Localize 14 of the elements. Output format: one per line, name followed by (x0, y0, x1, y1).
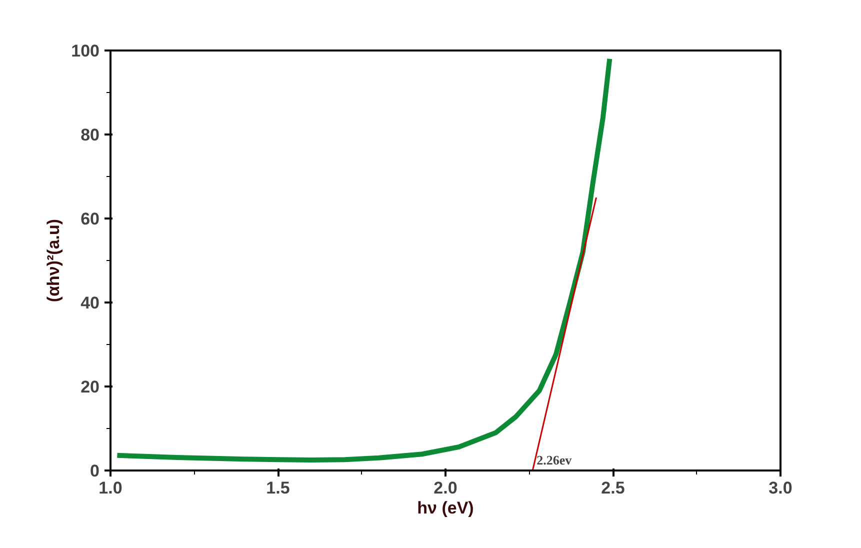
x-axis-title: hν (eV) (417, 498, 474, 518)
y-tick-label: 80 (80, 126, 100, 144)
x-tick-label: 1.5 (266, 478, 290, 498)
y-tick-label: 40 (80, 294, 100, 312)
x-tick-label: 3.0 (768, 478, 792, 498)
y-tick-label: 100 (71, 42, 100, 60)
annotation: 2.26ev (536, 452, 572, 468)
x-tick-label: 2.0 (434, 478, 458, 498)
x-tick-label: 2.5 (601, 478, 625, 498)
y-axis-title: (αhν)²(a.u) (44, 218, 64, 302)
y-tick-label: 0 (90, 462, 100, 480)
y-tick-label: 60 (80, 210, 100, 228)
y-tick-label: 20 (80, 378, 100, 396)
x-tick-label: 1.0 (98, 478, 122, 498)
